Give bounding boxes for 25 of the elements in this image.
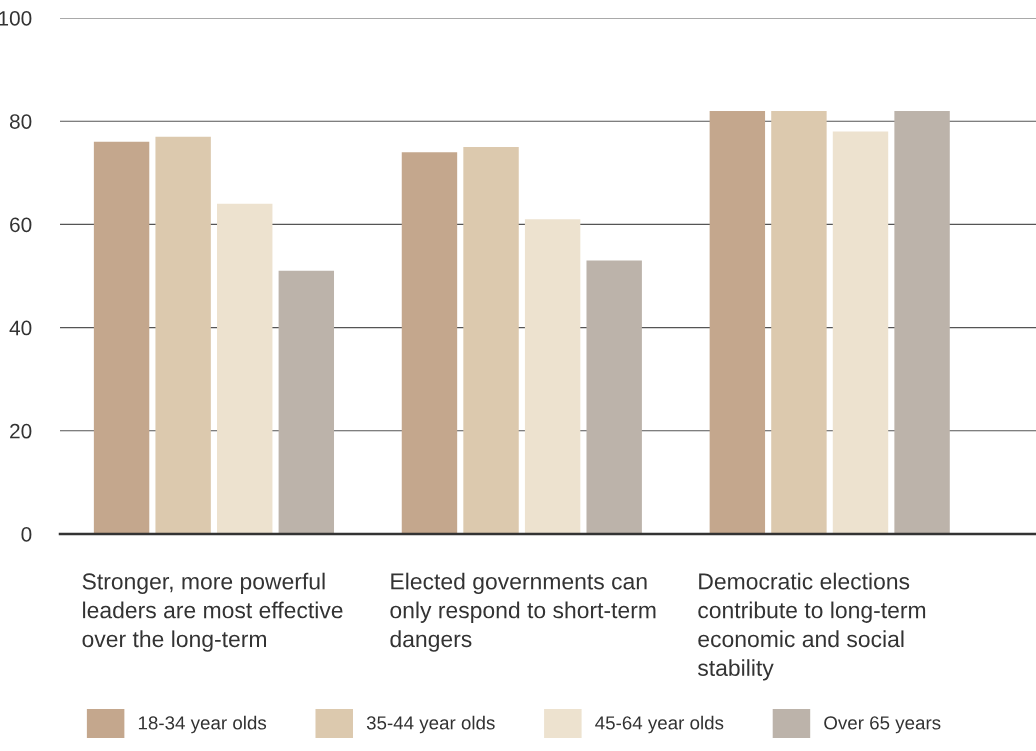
y-tick-label: 60 <box>10 217 32 233</box>
legend-label: Over 65 years <box>824 716 941 734</box>
legend-label: 45-64 year olds <box>595 715 724 734</box>
y-tick-label: 40 <box>9 320 32 336</box>
x-tick-label: Democratic elections contribute to long-term economic and social stability <box>697 572 926 681</box>
y-tick-label: 20 <box>10 423 32 439</box>
bar <box>524 219 581 534</box>
y-tick-label: 100 <box>0 11 32 26</box>
bar <box>463 147 519 534</box>
bar <box>93 141 150 534</box>
bar <box>401 152 458 534</box>
legend-label: 18-34 year olds <box>138 715 267 734</box>
bar <box>709 110 766 534</box>
x-tick-label: Stronger, more powerful leaders are most effective over the long-term <box>82 572 343 652</box>
bar <box>155 136 211 534</box>
bar <box>894 110 950 534</box>
legend-label: 35-44 year olds <box>366 715 495 734</box>
y-tick-label: 80 <box>9 114 32 129</box>
bar <box>832 131 889 534</box>
x-tick-label: Elected governments can only respond to short-term dangers <box>390 572 656 652</box>
bar <box>586 260 642 534</box>
bar <box>771 110 827 534</box>
y-tick-label: 0 <box>21 527 32 542</box>
bar <box>217 203 273 534</box>
bar <box>278 270 335 534</box>
